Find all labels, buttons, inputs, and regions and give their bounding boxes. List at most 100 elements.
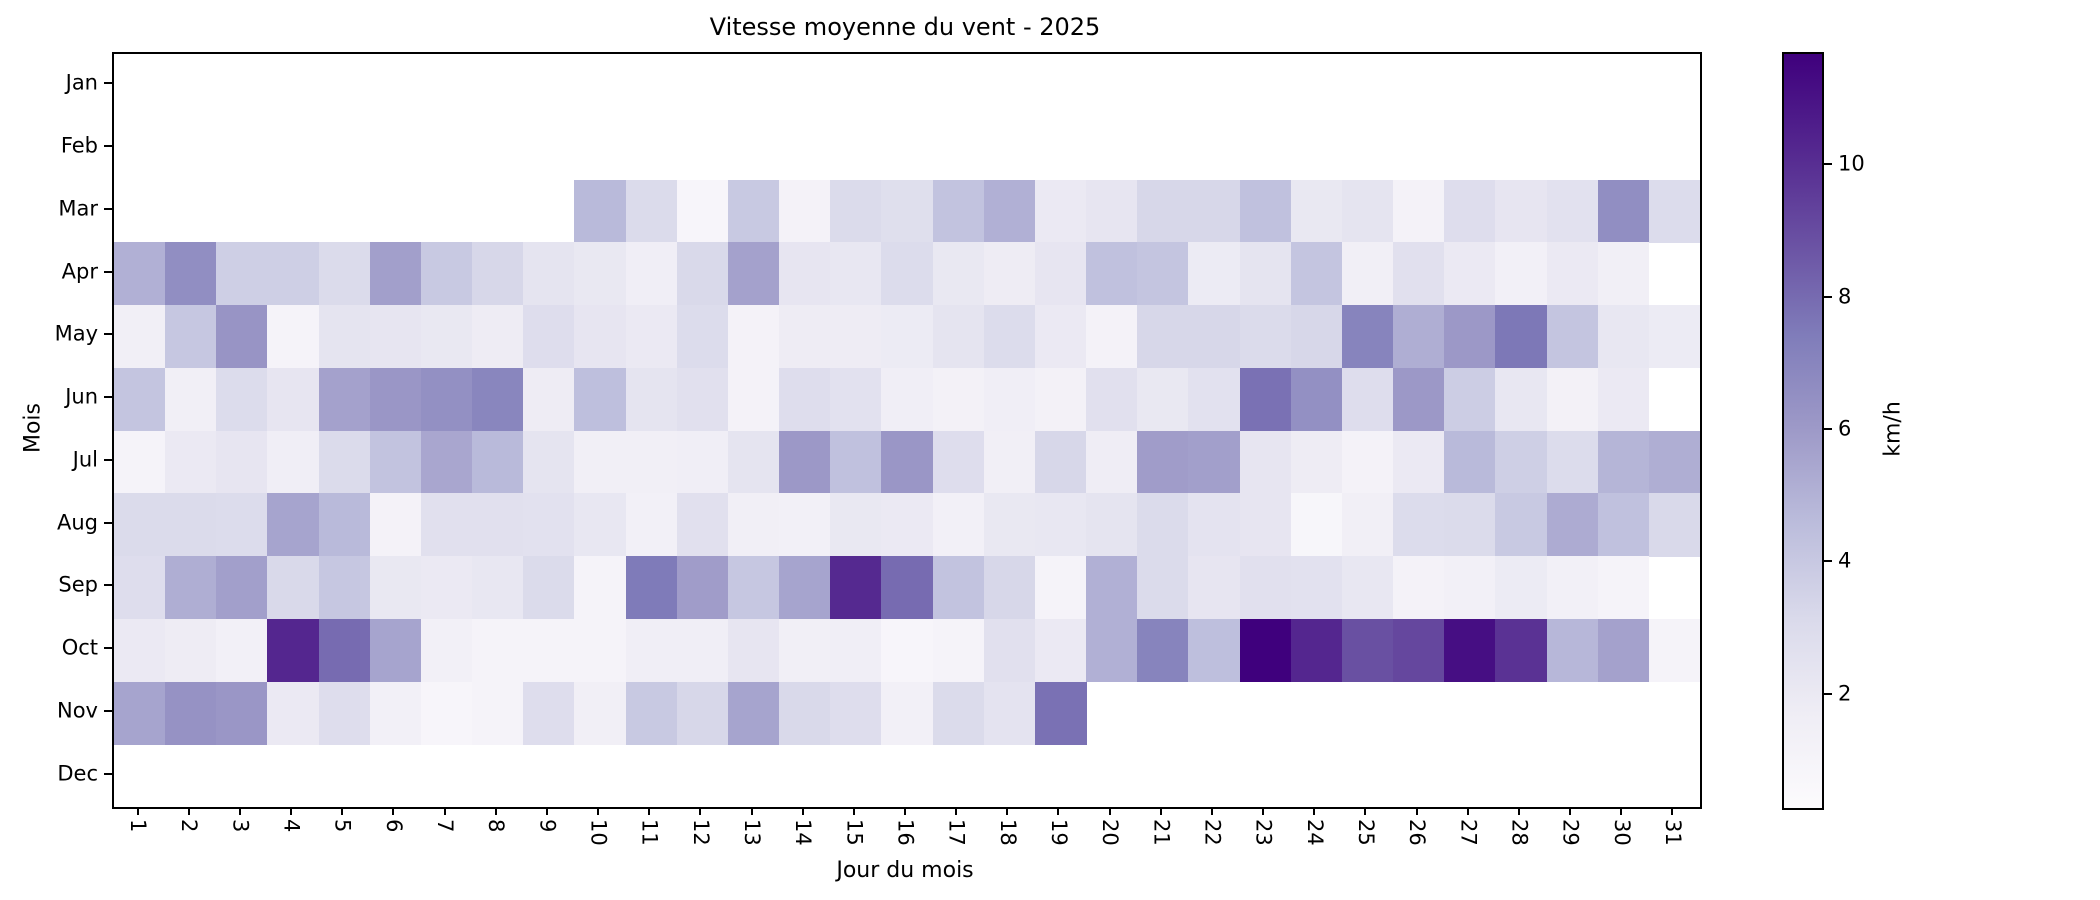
heatmap-cell	[114, 367, 166, 431]
x-axis-label: Jour du mois	[836, 858, 974, 883]
heatmap-cell	[1393, 179, 1445, 243]
heatmap-cell	[779, 305, 831, 369]
heatmap-cell	[1597, 430, 1650, 494]
x-tick-label: 4	[279, 819, 304, 833]
y-tick-label: Mar	[58, 196, 98, 221]
y-tick-label: Feb	[60, 133, 98, 158]
heatmap-cell	[932, 305, 985, 369]
x-tick-mark	[1262, 807, 1265, 815]
heatmap-cells	[114, 54, 1701, 807]
heatmap-cell	[369, 556, 422, 620]
heatmap-cell	[318, 681, 371, 745]
heatmap-cell	[1086, 367, 1138, 431]
heatmap-cell	[165, 681, 217, 745]
heatmap-cell	[165, 556, 217, 620]
x-tick-label: 8	[484, 819, 509, 833]
heatmap-cell	[1597, 242, 1650, 306]
heatmap-cell	[114, 493, 166, 557]
y-tick-mark	[104, 772, 112, 775]
heatmap-cell	[1444, 618, 1496, 682]
heatmap-cell	[165, 618, 217, 682]
heatmap-cell	[625, 618, 678, 682]
heatmap-cell	[676, 493, 729, 557]
heatmap-cell	[1239, 618, 1292, 682]
x-tick-mark	[443, 807, 446, 815]
heatmap-cell	[1546, 430, 1599, 494]
heatmap-cell	[472, 556, 524, 620]
heatmap-cell	[727, 681, 780, 745]
heatmap-cell	[1188, 305, 1241, 369]
heatmap-cell	[114, 305, 166, 369]
heatmap-cell	[523, 367, 575, 431]
heatmap-cell	[779, 242, 831, 306]
heatmap-cell	[216, 618, 268, 682]
heatmap-cell	[1393, 242, 1445, 306]
x-tick-label: 20	[1098, 819, 1123, 846]
x-tick-mark	[648, 807, 651, 815]
heatmap-cell	[472, 430, 524, 494]
heatmap-cell	[1546, 179, 1599, 243]
heatmap-cell	[472, 367, 524, 431]
heatmap-cell	[114, 242, 166, 306]
x-tick-mark	[545, 807, 548, 815]
heatmap-cell	[1546, 618, 1599, 682]
heatmap-cell	[574, 618, 627, 682]
heatmap-cell	[1648, 305, 1701, 369]
heatmap-cell	[1546, 242, 1599, 306]
heatmap-cell	[1086, 242, 1138, 306]
heatmap-cell	[114, 618, 166, 682]
heatmap-cell	[369, 430, 422, 494]
colorbar-tick-label: 6	[1838, 416, 1852, 441]
chart-title: Vitesse moyenne du vent - 2025	[709, 13, 1101, 41]
heatmap-cell	[983, 493, 1036, 557]
heatmap-cell	[1341, 430, 1394, 494]
x-tick-label: 17	[944, 819, 969, 846]
heatmap-cell	[983, 242, 1036, 306]
heatmap-cell	[165, 493, 217, 557]
x-tick-label: 9	[535, 819, 560, 833]
heatmap-cell	[830, 242, 882, 306]
heatmap-cell	[523, 430, 575, 494]
heatmap-cell	[1546, 493, 1599, 557]
heatmap-cell	[932, 430, 985, 494]
colorbar-gradient	[1784, 54, 1822, 808]
heatmap-cell	[1239, 179, 1292, 243]
heatmap-cell	[1495, 242, 1547, 306]
heatmap-cell	[1648, 430, 1701, 494]
heatmap-cell	[267, 242, 320, 306]
heatmap-cell	[727, 618, 780, 682]
x-tick-label: 13	[740, 819, 765, 846]
y-tick-mark	[104, 396, 112, 399]
heatmap-cell	[625, 242, 678, 306]
heatmap-cell	[574, 430, 627, 494]
x-tick-label: 30	[1609, 819, 1634, 846]
heatmap-cell	[216, 430, 268, 494]
heatmap-cell	[369, 681, 422, 745]
heatmap-cell	[727, 556, 780, 620]
colorbar-tick-label: 4	[1838, 548, 1852, 573]
x-tick-mark	[136, 807, 139, 815]
heatmap-cell	[1495, 556, 1547, 620]
heatmap-cell	[1034, 556, 1087, 620]
heatmap-cell	[1597, 493, 1650, 557]
heatmap-cell	[932, 179, 985, 243]
colorbar-tick-label: 10	[1838, 151, 1865, 176]
y-axis-label: Mois	[20, 402, 46, 454]
y-tick-mark	[104, 458, 112, 461]
x-tick-label: 18	[995, 819, 1020, 846]
heatmap-cell	[1495, 305, 1547, 369]
y-tick-mark	[104, 584, 112, 587]
colorbar	[1782, 52, 1824, 810]
heatmap-cell	[983, 367, 1036, 431]
heatmap-cell	[1290, 493, 1343, 557]
heatmap-cell	[1341, 242, 1394, 306]
heatmap-cell	[1444, 179, 1496, 243]
x-tick-mark	[1671, 807, 1674, 815]
colorbar-tick-mark	[1824, 692, 1832, 695]
heatmap-cell	[1290, 618, 1343, 682]
heatmap-cell	[676, 305, 729, 369]
x-tick-mark	[1159, 807, 1162, 815]
heatmap-cell	[1495, 179, 1547, 243]
colorbar-tick-mark	[1824, 295, 1832, 298]
heatmap-cell	[472, 242, 524, 306]
